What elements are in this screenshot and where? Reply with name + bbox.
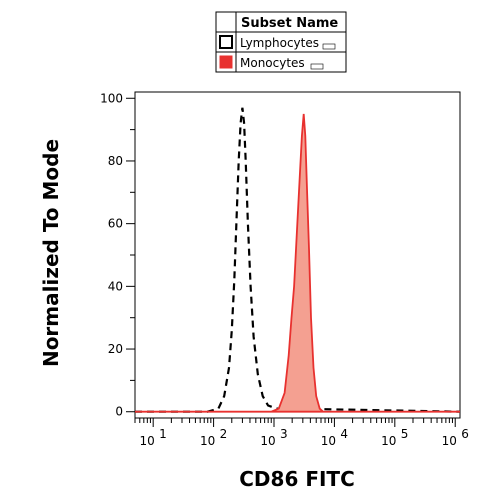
y-tick-label: 80	[108, 154, 123, 168]
series-monocytes-area	[135, 113, 460, 413]
y-axis-title: Normalized To Mode	[39, 139, 63, 367]
legend-swatch-monocytes	[219, 55, 233, 69]
legend-swatch-lymphocytes	[219, 35, 233, 49]
legend-label-monocytes: Monocytes	[240, 56, 305, 70]
y-tick-label: 60	[108, 217, 123, 231]
x-axis: 10 1 10 2 10 3 10 4 10 5 10 6	[134, 418, 469, 448]
x-tick-exponent: 6	[461, 427, 469, 441]
series-lymphocytes-line	[135, 107, 461, 413]
series-layer	[135, 107, 461, 413]
x-tick-label: 10	[321, 434, 336, 448]
y-tick-label: 20	[108, 342, 123, 356]
x-axis-title: CD86 FITC	[239, 467, 355, 491]
legend-mark-lymphocytes	[322, 43, 336, 50]
x-tick-label: 10	[200, 434, 215, 448]
legend-mark-monocytes	[310, 63, 324, 70]
x-tick-exponent: 4	[340, 427, 348, 441]
x-tick-label: 10	[260, 434, 275, 448]
x-tick-exponent: 1	[159, 427, 167, 441]
x-tick-exponent: 2	[220, 427, 228, 441]
legend-swatch-cell	[215, 11, 237, 33]
y-tick-label: 40	[108, 279, 123, 293]
legend-label-lymphocytes: Lymphocytes	[240, 36, 319, 50]
x-tick-label: 10	[381, 434, 396, 448]
legend: Subset Name Lymphocytes Monocytes	[215, 11, 347, 73]
x-tick-label: 10	[140, 434, 155, 448]
y-axis: 0 20 40 60 80 100	[100, 91, 135, 419]
x-tick-label: 10	[442, 434, 457, 448]
x-tick-exponent: 5	[401, 427, 409, 441]
y-tick-label: 0	[115, 405, 123, 419]
legend-row-monocytes	[215, 51, 347, 73]
y-tick-label: 100	[100, 91, 123, 105]
legend-title: Subset Name	[241, 16, 338, 31]
x-tick-exponent: 3	[280, 427, 288, 441]
